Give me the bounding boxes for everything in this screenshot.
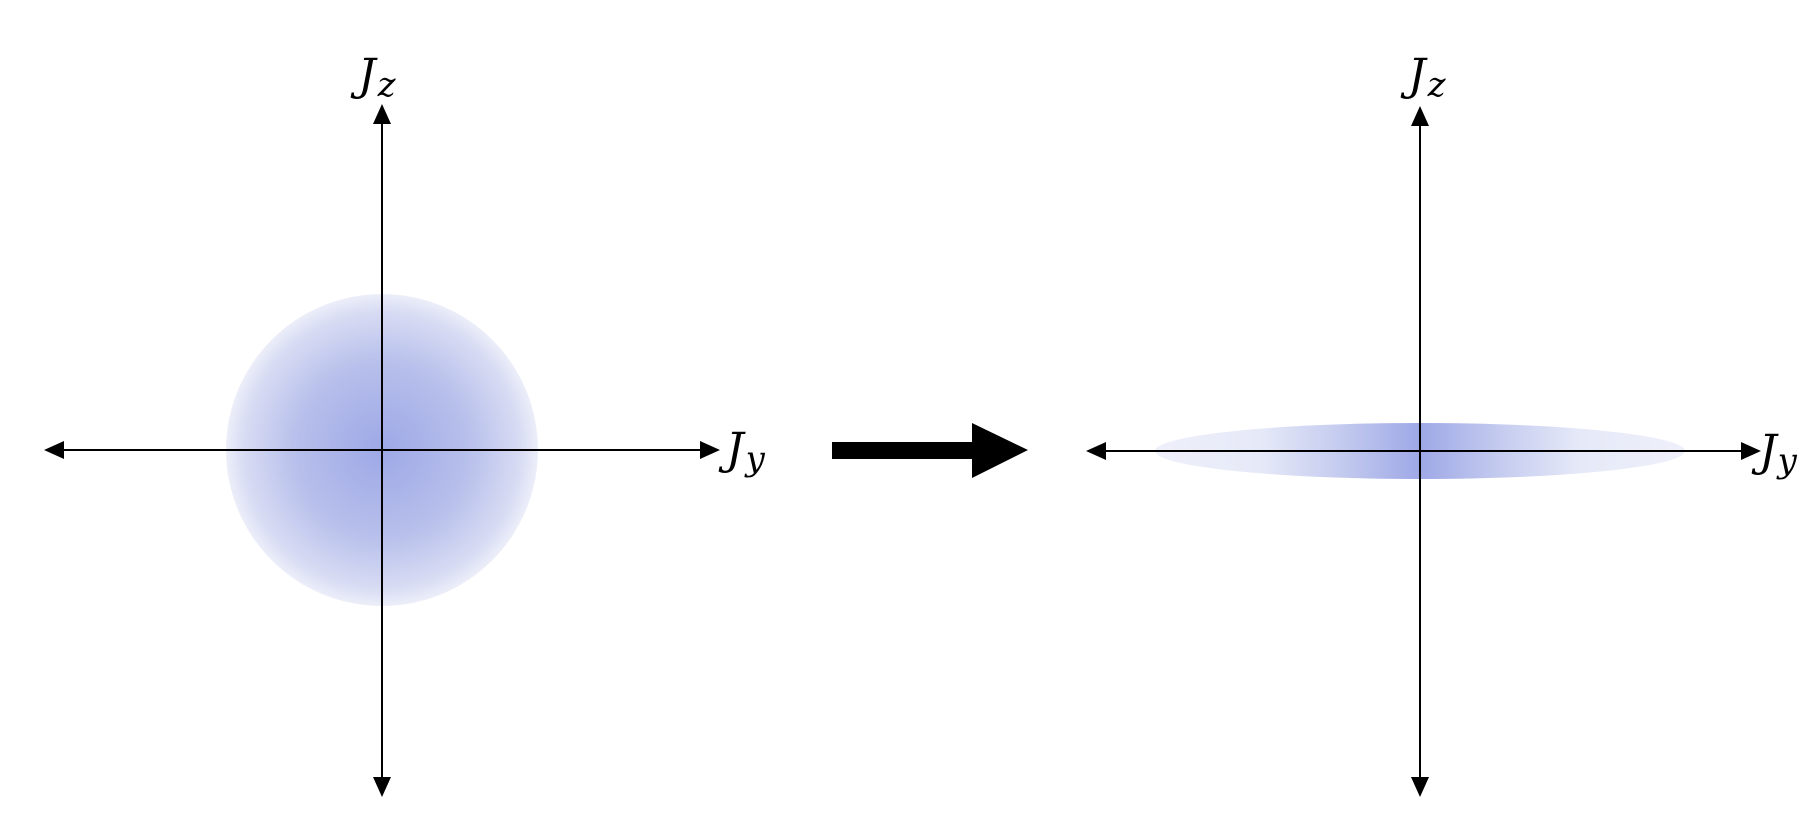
arrowhead-down-icon [1411, 777, 1429, 797]
arrowhead-up-icon [1411, 106, 1429, 126]
arrowhead-down-icon [373, 777, 391, 797]
horizontal-axis-label: Jy [1751, 426, 1798, 481]
panel-after: Jz Jy [1086, 50, 1798, 797]
horizontal-axis-label: Jy [718, 424, 766, 479]
right-arrow-icon [832, 423, 1028, 478]
arrowhead-up-icon [373, 104, 391, 124]
vertical-axis-label: Jz [350, 50, 397, 105]
arrowhead-right-icon [700, 441, 720, 459]
vertical-axis-label: Jz [1400, 50, 1447, 105]
transition-arrow [832, 423, 1028, 478]
panel-before: Jz Jy [44, 50, 766, 797]
arrowhead-right-icon [1741, 442, 1761, 460]
arrowhead-left-icon [44, 441, 64, 459]
arrowhead-left-icon [1086, 442, 1106, 460]
